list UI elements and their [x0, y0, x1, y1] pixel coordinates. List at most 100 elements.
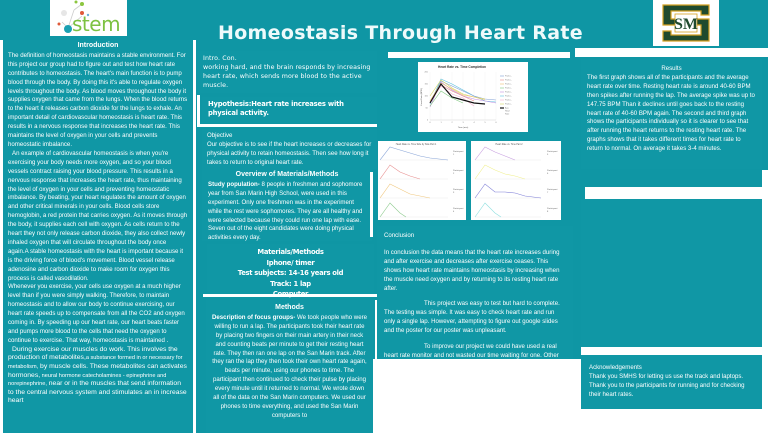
- intro-continued-section: Intro. Con. working hard, and the brain …: [197, 51, 377, 93]
- poster-blank-area: [373, 359, 583, 433]
- svg-text:Participant: Participant: [547, 207, 558, 210]
- results-section: Results The first graph shows all of the…: [581, 59, 762, 169]
- introduction-paragraph: Whenever you exercise, your cells use ox…: [8, 283, 185, 344]
- materials-section: Materials/Methods Iphone/ timer Test sub…: [207, 244, 374, 298]
- poster-blank-area: [575, 409, 768, 433]
- frame-line: [193, 40, 196, 433]
- overview-text: Study population- 8 people in freshmen a…: [208, 180, 363, 242]
- materials-heading: Materials/Methods: [257, 248, 324, 256]
- introduction-paragraph-exercise: During exercise our muscles do work. Thi…: [8, 345, 187, 405]
- methods-text: Description of focus groups- We took peo…: [212, 313, 367, 419]
- svg-text:SM: SM: [674, 16, 698, 33]
- frame-line: [581, 347, 762, 355]
- objective-text: Our objective is to see if the heart inc…: [207, 140, 372, 166]
- svg-text:Partici...: Partici...: [505, 83, 513, 86]
- svg-text:50: 50: [426, 108, 429, 110]
- svg-text:Participant: Participant: [547, 188, 558, 191]
- acknowledgements-section: Acknowledgements Thank you SMHS for lett…: [581, 355, 762, 409]
- molecule-icon: [57, 0, 90, 33]
- svg-text:1: 1: [453, 154, 455, 156]
- objective-section: Objective Our objective is to see if the…: [202, 129, 377, 169]
- frame-line: [585, 187, 768, 199]
- stem-logo-text: stem: [72, 12, 121, 36]
- svg-text:6: 6: [496, 122, 498, 124]
- frame-line: [197, 95, 200, 125]
- svg-text:4: 4: [453, 211, 455, 213]
- methods-section: Methods Description of focus groups- We …: [206, 300, 373, 433]
- individual-heart-rate-chart-2: Heart Rate vs. Time Part 2 Participant5 …: [474, 143, 558, 218]
- svg-text:0: 0: [427, 120, 429, 122]
- frame-line: [370, 172, 373, 237]
- svg-text:Partici...: Partici...: [505, 103, 513, 106]
- acknowledgements-text: Thank you SMHS for letting us use the tr…: [589, 372, 745, 398]
- svg-text:8: 8: [547, 211, 549, 213]
- introduction-heading: Introduction: [77, 42, 119, 49]
- svg-text:Heart Rate (BPM): Heart Rate (BPM): [420, 88, 423, 106]
- school-crest-icon: SM: [662, 4, 710, 42]
- side-by-side-chart-part-1: Heart Rate vs. Time Side by Side Part 1 …: [378, 141, 466, 220]
- svg-text:100: 100: [425, 96, 429, 98]
- svg-text:Partici...: Partici...: [505, 95, 513, 98]
- svg-text:Participant: Participant: [453, 169, 464, 172]
- side-by-side-chart-part-2: Heart Rate vs. Time Part 2 Participant 5 …: [471, 141, 561, 220]
- svg-text:6: 6: [547, 173, 549, 175]
- frame-line: [0, 40, 3, 433]
- svg-text:5: 5: [485, 122, 487, 124]
- frame-line: [197, 124, 377, 127]
- heart-rate-vs-time-chart: Heart Rate vs. Time Completion Heart Rat…: [420, 65, 513, 129]
- svg-text:Heart Rate vs. Time Side by Si: Heart Rate vs. Time Side by Side Part 1: [396, 143, 437, 146]
- overview-section: Overview of Materials/Methods Study popu…: [202, 169, 372, 241]
- svg-text:Participant: Participant: [547, 150, 558, 153]
- hypothesis-text: Hypothesis:Heart rate increases with phy…: [208, 100, 344, 117]
- materials-item: Test subjects: 14-16 years old: [237, 269, 344, 277]
- svg-text:Partici...: Partici...: [505, 79, 513, 82]
- individual-heart-rate-chart-1: Heart Rate vs. Time Side by Side Part 1 …: [379, 143, 464, 218]
- svg-text:3: 3: [453, 192, 455, 194]
- svg-text:Avg: Avg: [505, 107, 508, 110]
- results-text: The first graph shows all of the partici…: [587, 73, 755, 153]
- svg-text:Participant: Participant: [453, 150, 464, 153]
- svg-text:Rate: Rate: [505, 112, 510, 115]
- svg-text:Participant: Participant: [453, 188, 464, 191]
- svg-text:Heart: Heart: [505, 110, 510, 113]
- svg-text:Heart Rate vs. Time Completion: Heart Rate vs. Time Completion: [438, 65, 486, 69]
- stem-logo: stem: [50, 0, 127, 36]
- conclusion-heading: Conclusion: [384, 232, 415, 239]
- svg-text:Time (min): Time (min): [458, 127, 469, 129]
- svg-text:4: 4: [474, 122, 476, 124]
- svg-text:1: 1: [441, 122, 443, 124]
- frame-line: [575, 48, 768, 57]
- acknowledgements-heading: Acknowledgements: [589, 364, 642, 371]
- svg-text:0: 0: [430, 122, 432, 124]
- svg-text:Partici...: Partici...: [505, 87, 513, 90]
- svg-text:200: 200: [425, 72, 429, 74]
- school-logo: SM: [653, 0, 719, 46]
- svg-text:2: 2: [452, 122, 454, 124]
- conclusion-section: Conclusion In conclusion the data means …: [377, 226, 573, 368]
- results-heading: Results: [661, 65, 682, 72]
- objective-heading: Objective: [207, 132, 233, 139]
- poster-title: Homeostasis Through Heart Rate: [218, 22, 583, 44]
- svg-text:2: 2: [453, 173, 455, 175]
- frame-line: [203, 294, 377, 297]
- frame-line: [388, 52, 570, 58]
- materials-item: Track: 1 lap: [270, 279, 311, 288]
- introduction-paragraph: The definition of homeostasis maintains …: [8, 51, 188, 148]
- svg-text:5: 5: [547, 154, 549, 156]
- introduction-paragraph: An example of cardiovascular homeostasis…: [8, 149, 188, 282]
- hypothesis-section: Hypothesis:Heart rate increases with phy…: [202, 97, 377, 123]
- svg-text:Participant: Participant: [547, 169, 558, 172]
- introduction-section: Introduction The definition of homeostas…: [4, 40, 192, 433]
- svg-text:150: 150: [425, 84, 429, 86]
- svg-text:Partici...: Partici...: [505, 91, 513, 94]
- svg-text:3: 3: [463, 122, 465, 124]
- overview-heading: Overview of Materials/Methods: [235, 171, 339, 178]
- intro-continued-text: working hard, and the brain responds by …: [203, 64, 371, 89]
- svg-text:Partici...: Partici...: [505, 99, 513, 102]
- conclusion-paragraph: This project was easy to test but hard t…: [384, 300, 560, 335]
- svg-text:Participant: Participant: [453, 207, 464, 210]
- main-chart: Heart Rate vs. Time Completion Heart Rat…: [418, 62, 528, 132]
- svg-text:Heart Rate vs. Time Part 2: Heart Rate vs. Time Part 2: [495, 143, 523, 146]
- svg-text:Partici...: Partici...: [505, 75, 513, 78]
- materials-item: Iphone/ timer: [266, 258, 315, 267]
